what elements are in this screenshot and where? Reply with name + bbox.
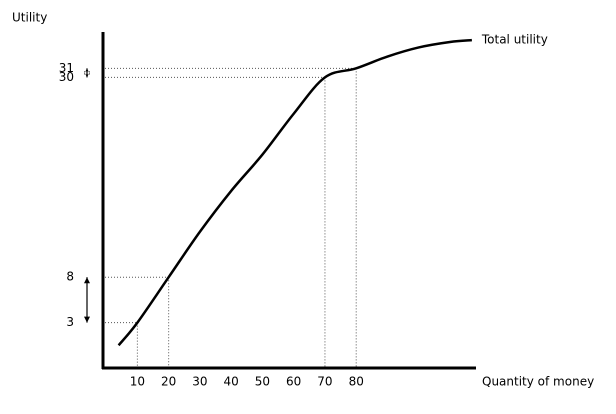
x-tick-label: 10: [130, 375, 145, 389]
y-tick-label: 30: [59, 70, 74, 84]
y-tick-label: 3: [66, 315, 74, 329]
y-tick-label: 8: [66, 270, 74, 284]
x-tick-label: 70: [317, 375, 332, 389]
series-label: Total utility: [481, 33, 548, 47]
arrow-head: [84, 68, 90, 78]
x-tick-label: 30: [192, 375, 207, 389]
x-tick-label: 50: [255, 375, 270, 389]
x-tick-label: 60: [286, 375, 301, 389]
x-axis-label: Quantity of money: [482, 375, 594, 389]
y-tick-label: 31: [59, 61, 74, 75]
x-tick-label: 20: [161, 375, 176, 389]
y-axis-label: Utility: [12, 11, 47, 25]
x-tick-label: 80: [349, 375, 364, 389]
x-tick-label: 40: [224, 375, 239, 389]
utility-curve: [117, 38, 472, 347]
